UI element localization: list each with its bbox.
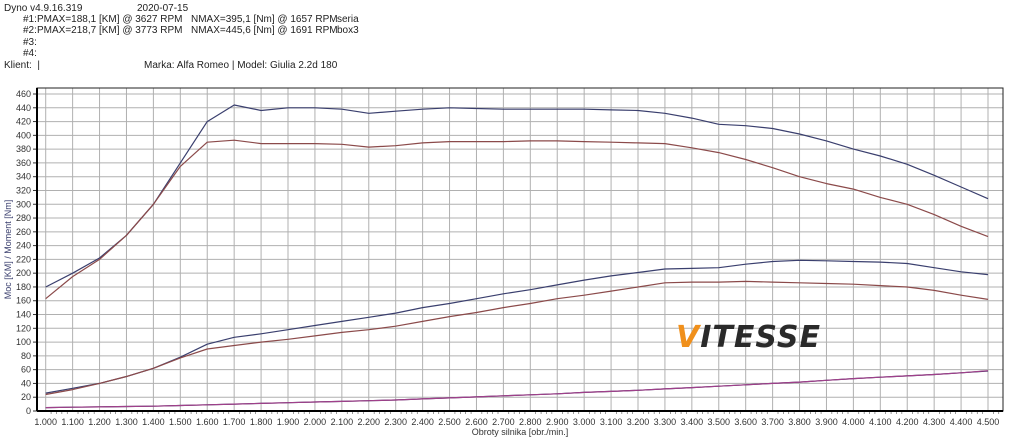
y-tick-label: 440 [16, 103, 31, 113]
car-info: Marka: Alfa Romeo | Model: Giulia 2.2d 1… [144, 60, 338, 71]
y-tick-label: 300 [16, 199, 31, 209]
software-version: Dyno v4.9.16.319 [4, 3, 83, 14]
y-tick-label: 220 [16, 254, 31, 264]
x-tick-label: 1.100 [61, 417, 84, 427]
x-axis-label: Obroty silnika [obr./min.] [472, 427, 569, 437]
series-line-run2-torque [45, 104, 989, 288]
run-pmax: PMAX=218,7 [KM] @ 3773 RPM [37, 25, 183, 36]
x-tick-label: 2.100 [331, 417, 354, 427]
y-tick-label: 280 [16, 213, 31, 223]
y-tick-label: 160 [16, 296, 31, 306]
y-tick-label: 100 [16, 337, 31, 347]
client-label: Klient: | [4, 60, 40, 71]
y-tick-label: 240 [16, 241, 31, 251]
y-tick-label: 460 [16, 89, 31, 99]
x-tick-label: 3.600 [734, 417, 757, 427]
x-tick-label: 3.300 [654, 417, 677, 427]
logo-v: V [676, 320, 701, 355]
x-tick-label: 2.500 [438, 417, 461, 427]
vitesse-logo: VITESSE [676, 320, 821, 355]
y-axis-label: Moc [KM] / Moment [Nm] [3, 200, 13, 300]
x-tick-label: 4.100 [869, 417, 892, 427]
y-tick-label: 180 [16, 282, 31, 292]
x-tick-label: 2.000 [304, 417, 327, 427]
y-tick-label: 40 [21, 378, 31, 388]
y-tick-label: 200 [16, 268, 31, 278]
x-tick-label: 2.600 [465, 417, 488, 427]
run-pmax: PMAX=188,1 [KM] @ 3627 RPM [37, 14, 183, 25]
run-name: seria [337, 14, 359, 25]
y-tick-label: 420 [16, 117, 31, 127]
x-tick-label: 1.900 [277, 417, 300, 427]
run-name: box3 [337, 25, 359, 36]
x-tick-label: 1.600 [196, 417, 219, 427]
y-tick-label: 400 [16, 130, 31, 140]
y-tick-label: 320 [16, 185, 31, 195]
x-tick-label: 3.800 [788, 417, 811, 427]
y-tick-label: 140 [16, 310, 31, 320]
y-tick-label: 0 [26, 406, 31, 416]
x-tick-label: 1.200 [88, 417, 111, 427]
x-tick-label: 3.200 [627, 417, 650, 427]
series-line-run2-losses [45, 370, 989, 409]
y-tick-label: 360 [16, 158, 31, 168]
x-tick-label: 1.500 [169, 417, 192, 427]
x-tick-label: 2.300 [384, 417, 407, 427]
x-tick-label: 2.900 [546, 417, 569, 427]
x-tick-label: 4.000 [842, 417, 865, 427]
test-date: 2020-07-15 [137, 3, 189, 14]
x-tick-label: 3.500 [708, 417, 731, 427]
x-tick-label: 4.500 [977, 417, 1000, 427]
x-tick-label: 1.300 [115, 417, 138, 427]
y-tick-label: 260 [16, 227, 31, 237]
y-tick-label: 340 [16, 172, 31, 182]
y-tick-label: 80 [21, 351, 31, 361]
series-line-run1-losses [45, 370, 989, 409]
y-tick-label: 380 [16, 144, 31, 154]
run-4-id: #4: [23, 48, 37, 59]
x-tick-label: 3.400 [681, 417, 704, 427]
x-tick-label: 2.200 [358, 417, 381, 427]
x-tick-label: 1.800 [250, 417, 273, 427]
plot-frame [36, 87, 1004, 412]
x-tick-label: 3.000 [573, 417, 596, 427]
x-tick-label: 1.400 [142, 417, 165, 427]
series-line-run2-power [45, 259, 989, 394]
x-tick-label: 3.100 [600, 417, 623, 427]
x-tick-label: 4.300 [923, 417, 946, 427]
x-tick-label: 3.700 [761, 417, 784, 427]
x-tick-label: 2.400 [411, 417, 434, 427]
x-tick-label: 4.400 [950, 417, 973, 427]
series-line-run1-torque [45, 139, 989, 300]
x-tick-label: 2.700 [492, 417, 515, 427]
y-tick-label: 120 [16, 323, 31, 333]
run-id: #2: [23, 25, 37, 36]
run-nmax: NMAX=445,6 [Nm] @ 1691 RPM [191, 25, 338, 36]
x-tick-label: 2.800 [519, 417, 542, 427]
x-tick-label: 4.200 [896, 417, 919, 427]
x-tick-label: 1.700 [223, 417, 246, 427]
y-tick-label: 60 [21, 365, 31, 375]
run-nmax: NMAX=395,1 [Nm] @ 1657 RPM [191, 14, 338, 25]
series-line-run1-power [45, 280, 989, 396]
y-tick-label: 20 [21, 392, 31, 402]
x-tick-label: 1.000 [34, 417, 57, 427]
logo-rest: ITESSE [700, 320, 821, 355]
run-3-id: #3: [23, 37, 37, 48]
run-id: #1: [23, 14, 37, 25]
x-tick-label: 3.900 [815, 417, 838, 427]
